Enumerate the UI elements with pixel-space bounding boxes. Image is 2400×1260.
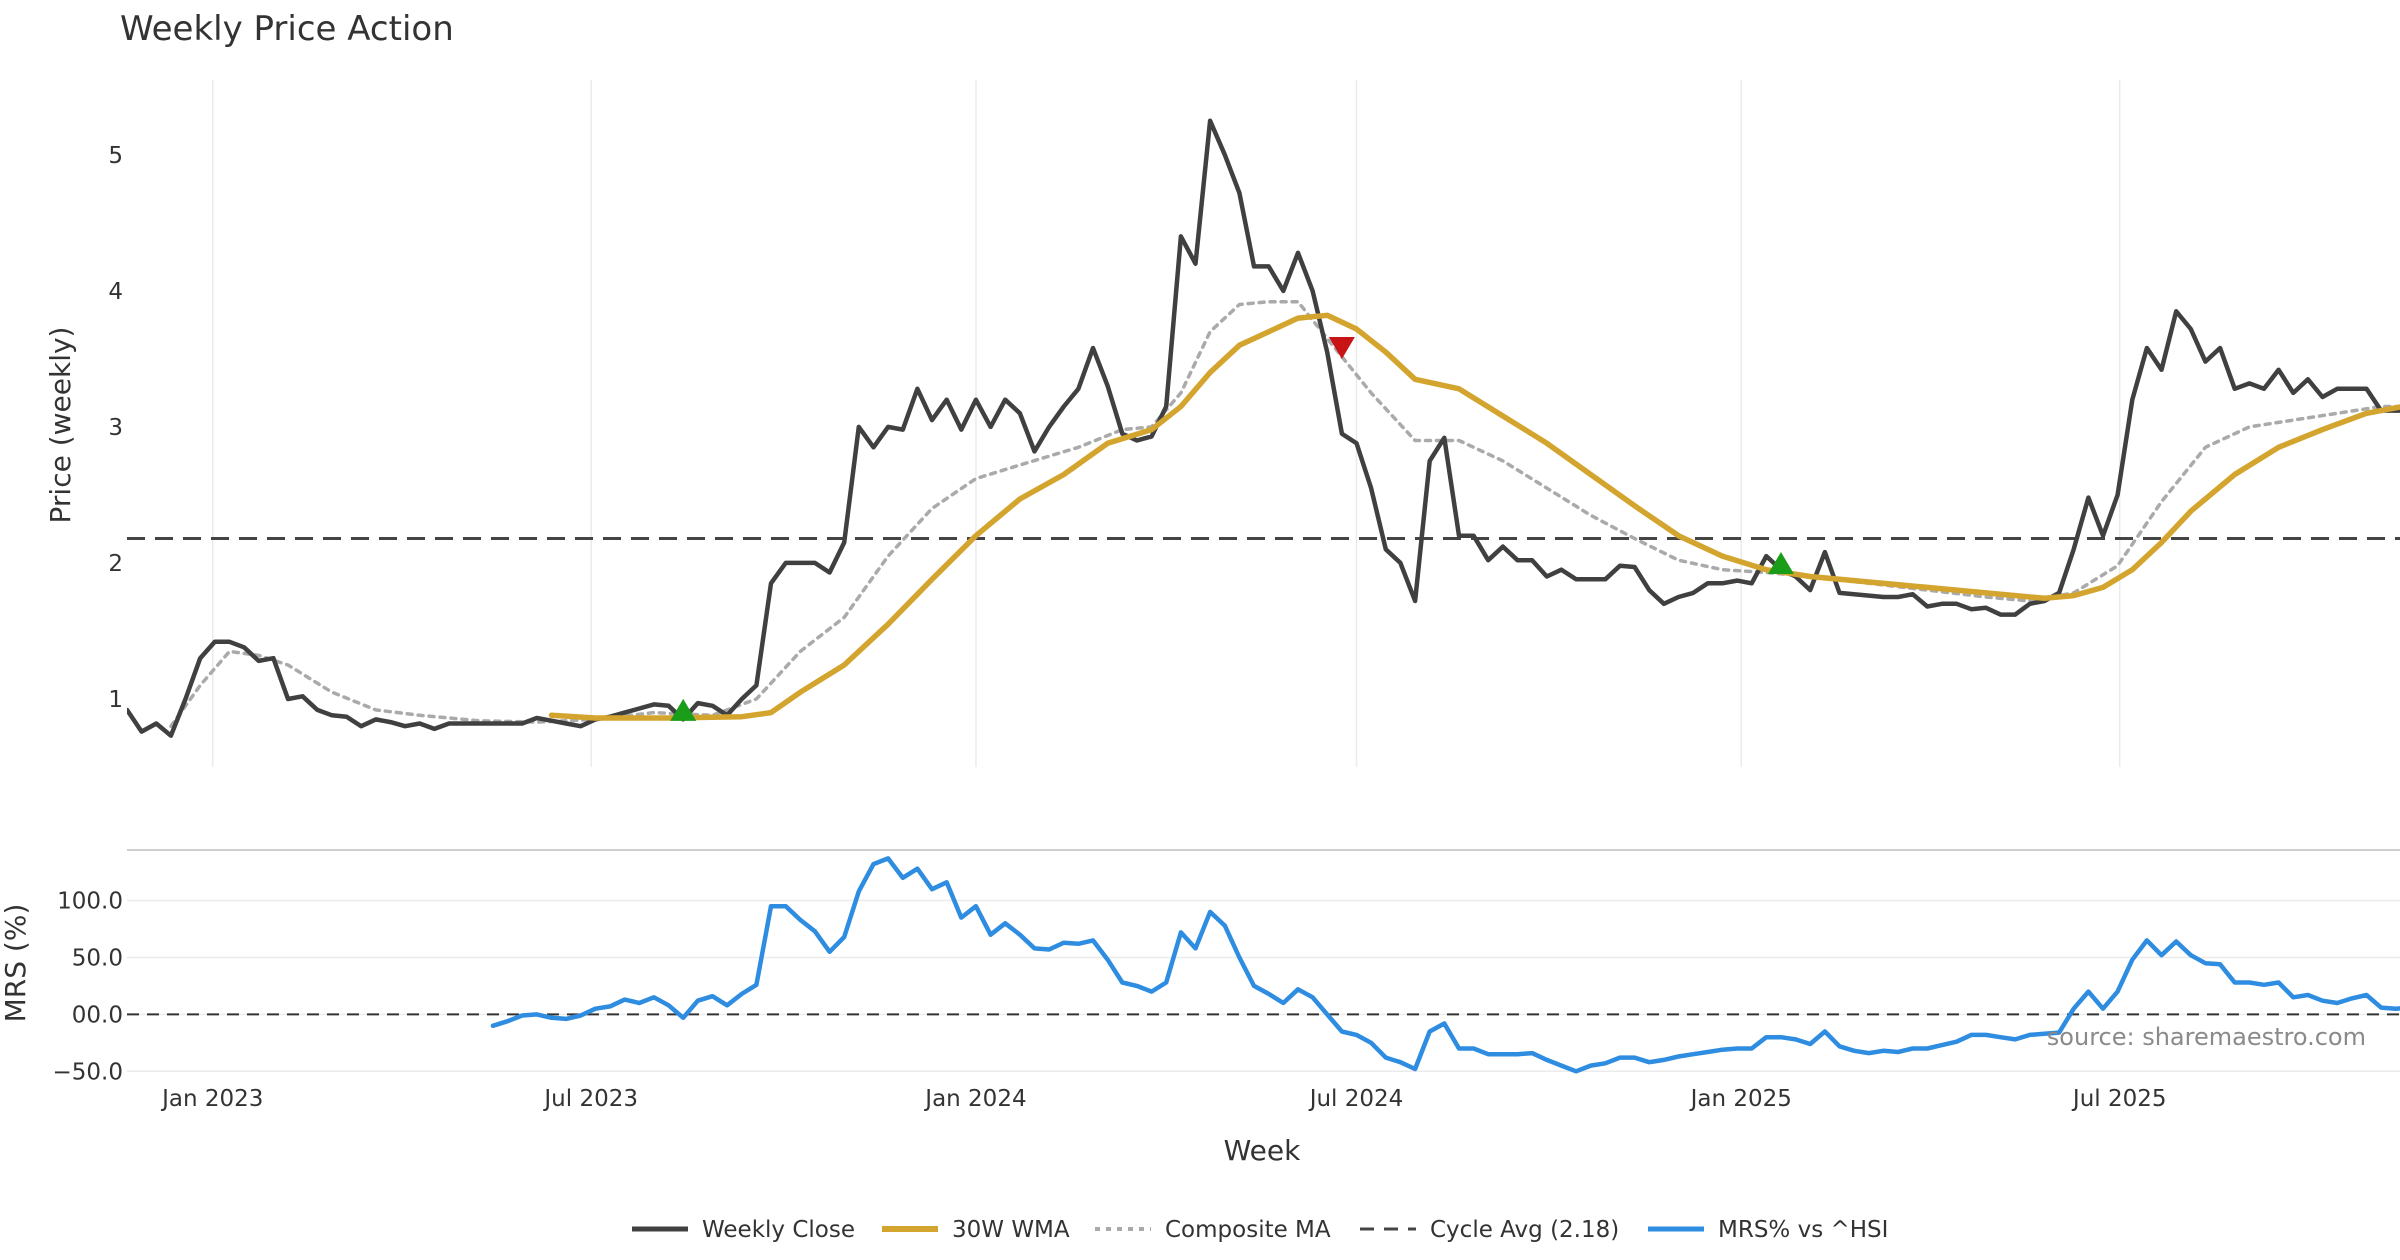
wma-30w-line	[548, 312, 2400, 721]
x-ticks: Jan 2023 Jul 2023 Jan 2024 Jul 2024 Jan 2025…	[160, 1086, 2166, 1112]
x-tick: Jan 2023	[160, 1086, 263, 1112]
price-axis-title: Price (weekly)	[44, 327, 77, 524]
mrs-y-tick: −50.0	[53, 1059, 123, 1085]
buy-signal-marker	[1767, 551, 1794, 574]
x-tick: Jan 2024	[923, 1086, 1026, 1112]
legend-label: Composite MA	[1165, 1217, 1331, 1243]
mrs-y-ticks: 100.0 50.0 00.0 −50.0	[53, 889, 123, 1086]
source-label: source: sharemaestro.com	[2047, 1023, 2366, 1051]
price-y-ticks: 1 2 3 4 5	[108, 143, 123, 713]
mrs-y-tick: 00.0	[72, 1002, 123, 1028]
legend-label: 30W WMA	[952, 1217, 1070, 1243]
mrs-line	[490, 856, 2400, 1074]
legend: Weekly Close 30W WMA Composite MA Cycle Avg…	[632, 1217, 1888, 1243]
price-y-tick: 5	[108, 143, 123, 169]
legend-cycle-avg: Cycle Avg (2.18)	[1360, 1217, 1619, 1243]
sell-signal-marker	[1328, 336, 1355, 359]
legend-label: MRS% vs ^HSI	[1718, 1217, 1888, 1243]
legend-label: Weekly Close	[702, 1217, 855, 1243]
composite-ma-line	[169, 299, 2400, 728]
x-tick: Jul 2023	[542, 1086, 638, 1112]
chart-title: Weekly Price Action	[120, 9, 454, 49]
weekly-close-line	[127, 118, 2400, 738]
mrs-y-tick: 100.0	[57, 889, 123, 915]
legend-weekly-close: Weekly Close	[632, 1217, 855, 1243]
week-axis-title: Week	[1224, 1134, 1301, 1167]
x-tick: Jul 2024	[1308, 1086, 1404, 1112]
legend-mrs: MRS% vs ^HSI	[1648, 1217, 1888, 1243]
mrs-grid	[127, 899, 2400, 1073]
legend-composite-ma: Composite MA	[1095, 1217, 1331, 1243]
x-tick: Jul 2025	[2071, 1086, 2167, 1112]
price-y-tick: 1	[108, 687, 123, 713]
legend-label: Cycle Avg (2.18)	[1430, 1217, 1619, 1243]
legend-wma: 30W WMA	[882, 1217, 1070, 1243]
price-grid	[211, 80, 2121, 767]
x-tick: Jan 2025	[1689, 1086, 1792, 1112]
mrs-series	[490, 856, 2400, 1074]
price-y-tick: 3	[108, 415, 123, 441]
price-y-tick: 4	[108, 279, 123, 305]
mrs-y-tick: 50.0	[72, 945, 123, 971]
price-series	[127, 118, 2400, 738]
buy-signal-marker	[670, 698, 697, 721]
signal-markers	[670, 336, 1794, 721]
price-y-tick: 2	[108, 551, 123, 577]
mrs-axis-title: MRS (%)	[0, 904, 32, 1023]
